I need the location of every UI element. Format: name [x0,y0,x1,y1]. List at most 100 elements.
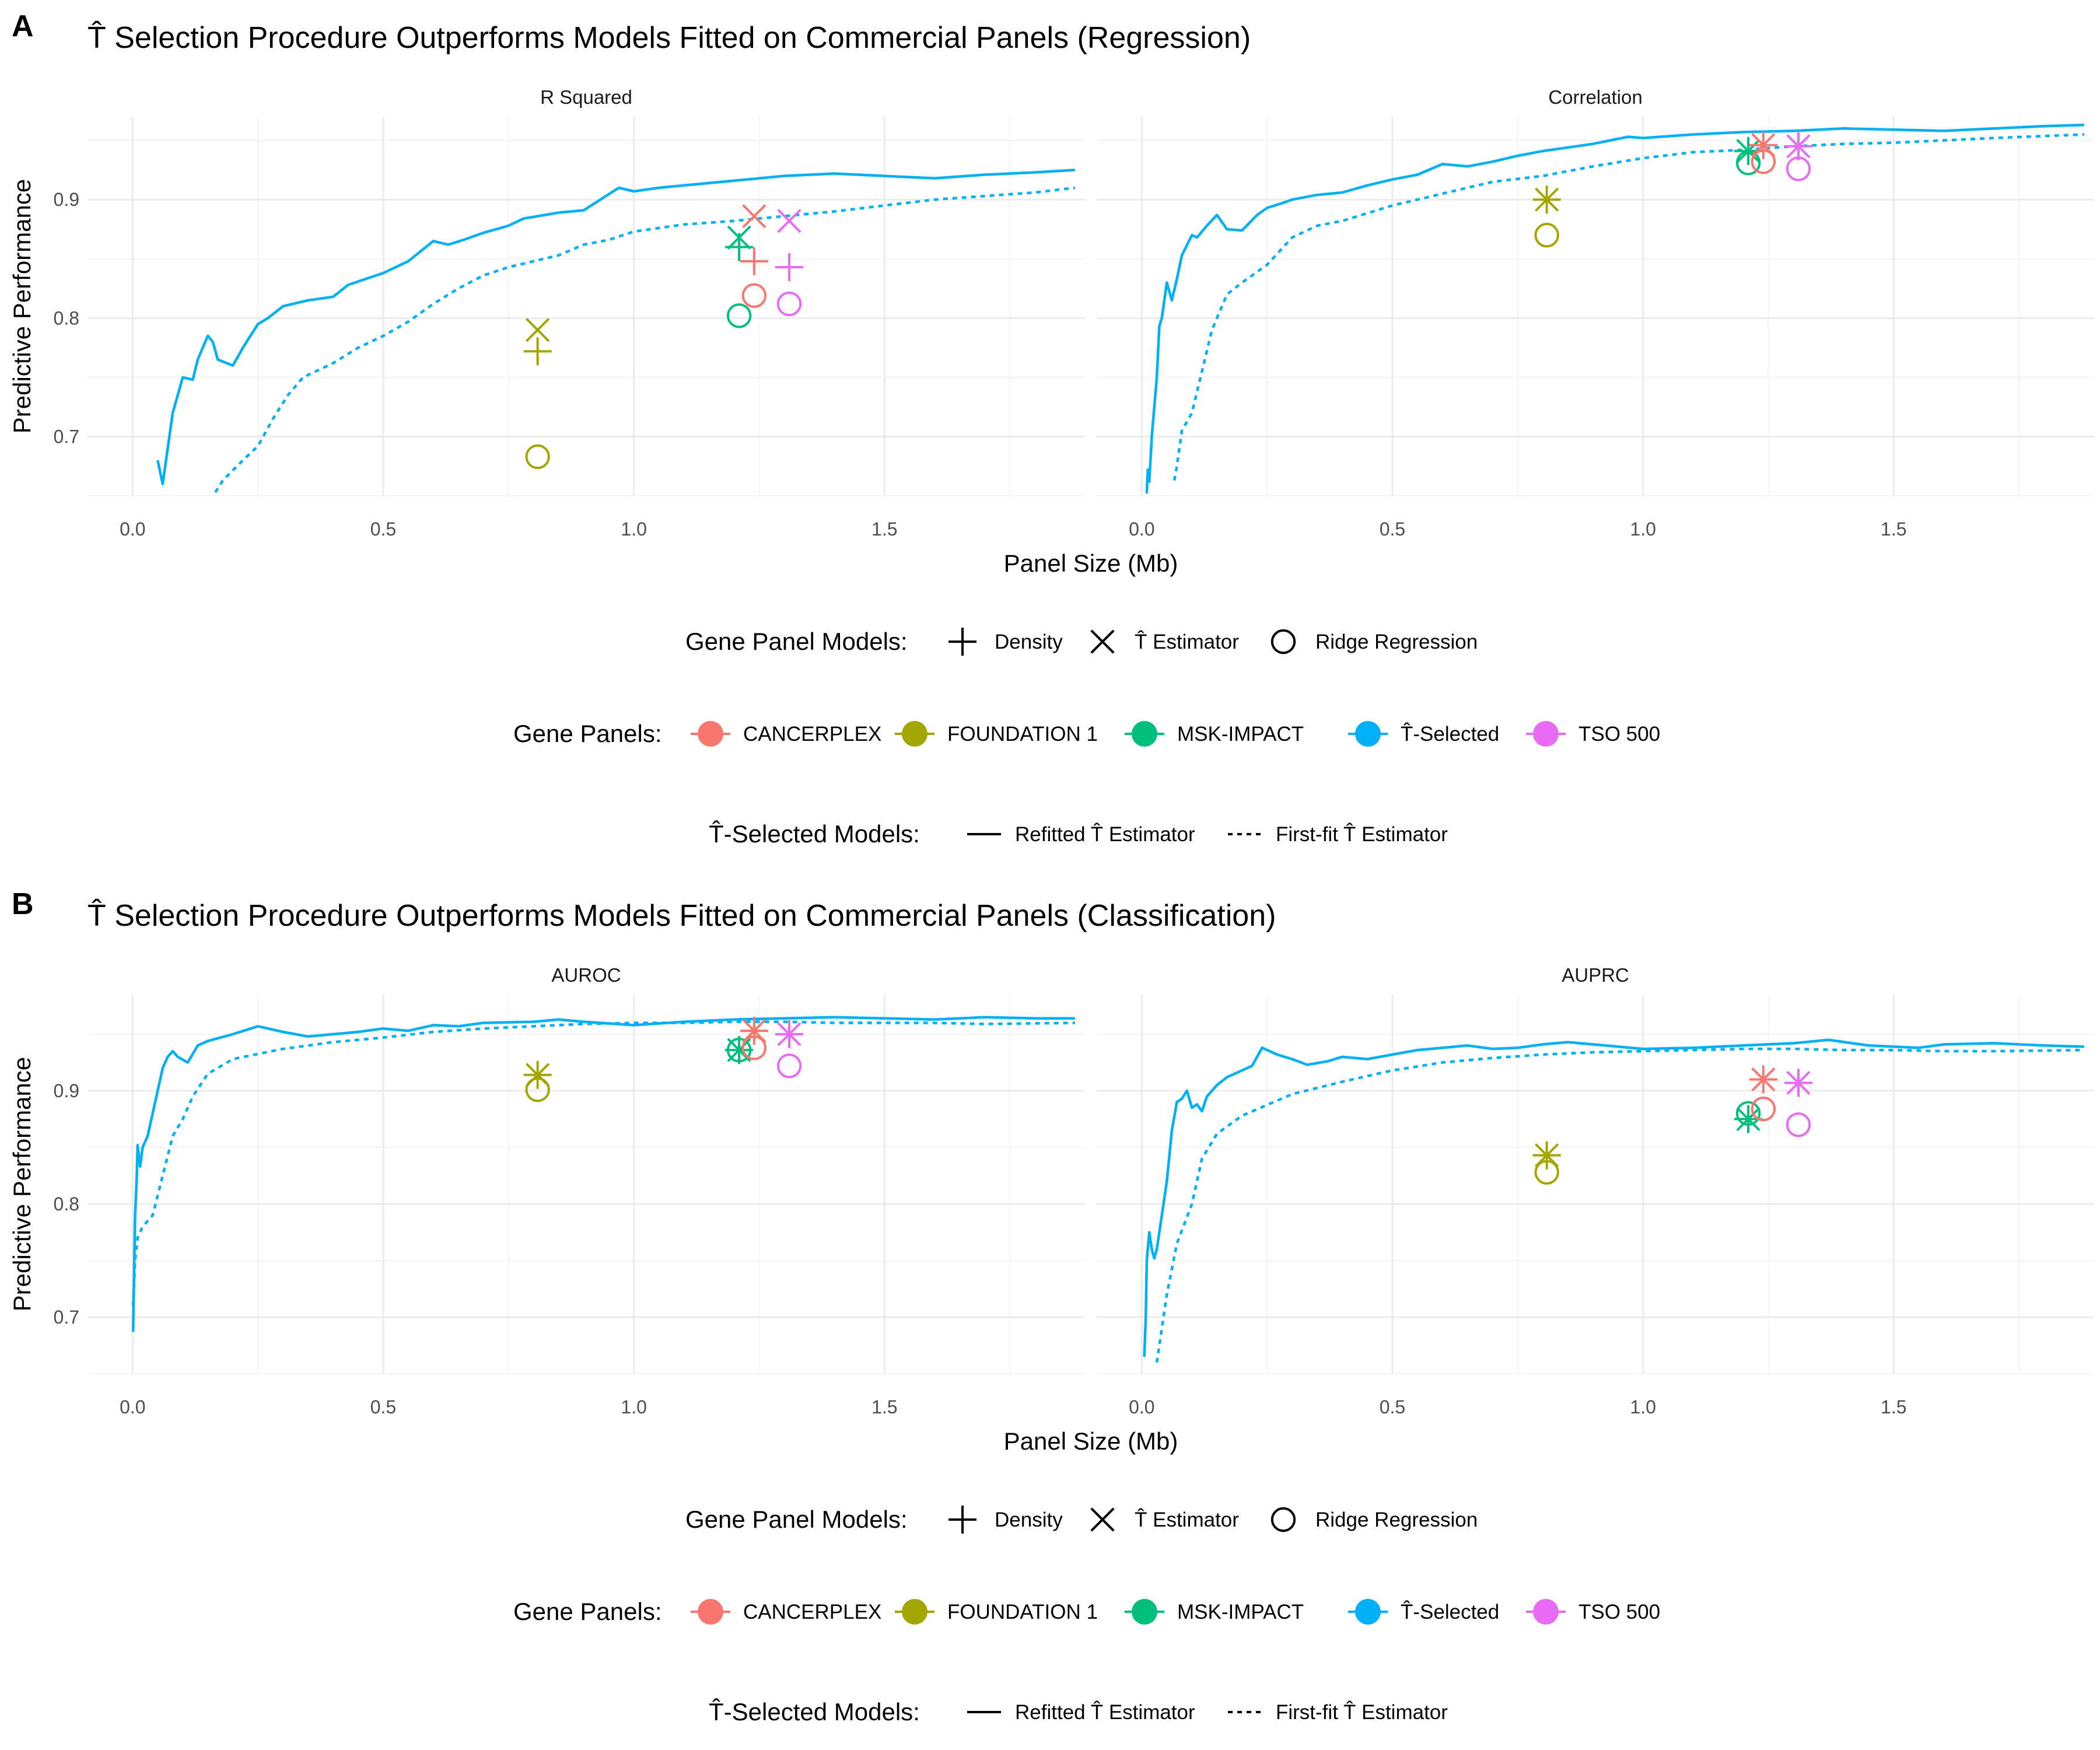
marker-foundation-1-ridge-regression [525,1077,550,1102]
marker-msk-impact-ridge-regression [726,1037,752,1063]
marker-msk-impact-t-estimator [1736,1107,1760,1132]
series-line-solid [156,169,1075,485]
legend-key [1270,629,1296,654]
panel-tag: A [12,9,34,43]
legend-item-foundation-1: FOUNDATION 1 [895,1599,1098,1625]
x-tick-label: 0.5 [1380,519,1405,540]
x-tick-label: 0.0 [1129,1396,1154,1418]
legend-key-dot [902,1599,928,1625]
marker-msk-impact-ridge-regression [1735,1101,1761,1126]
legend: Gene Panel Models: Density T̂ Estimator Rid… [513,628,1660,848]
chart-title: T̂ Selection Procedure Outperforms Model… [88,20,1251,55]
legend-label: Refitted T̂ Estimator [1015,1700,1195,1724]
panel-tag: B [12,887,34,921]
figure-a: A T̂ Selection Procedure Outperforms Mode… [8,9,2094,848]
marker-shape [741,283,767,308]
marker-shape-b [777,1022,802,1046]
legend-title: Gene Panel Models: [685,628,908,655]
legend-item-tso-500: TSO 500 [1526,721,1660,747]
x-axis-label: Panel Size (Mb) [1004,1427,1178,1455]
x-tick-label: 1.0 [1630,1396,1656,1418]
legend-item-ridge-regression: Ridge Regression [1270,1507,1478,1532]
series-line-solid [1143,1038,2084,1357]
x-tick-label: 1.0 [621,1396,646,1418]
y-tick-label: 0.9 [54,189,79,210]
legend-item-t-selected: T̂-Selected [1348,1599,1499,1625]
marker-shape-b [526,318,550,342]
marker-shape-b [1535,187,1559,212]
legend-t-selected-models: T̂-Selected Models: Refitted T̂ Estimator… [709,820,1448,848]
x-axis-label: Panel Size (Mb) [1004,550,1178,577]
x-tick-label: 0.5 [370,1396,396,1418]
facet-r-squared: R Squared 0.0 0.5 1.0 1.5 0.7 0.8 0.9 [54,86,1085,540]
legend-item-density: Density [949,1506,1063,1534]
legend-item-foundation-1: FOUNDATION 1 [895,721,1098,747]
legend-gene-panel-models: Gene Panel Models: Density T̂ Estimator Rid… [685,628,1478,656]
legend-key-dot [1132,721,1157,747]
strip-label: AUPRC [1562,964,1629,986]
legend-gene-panels: Gene Panels: CANCERPLEX FOUNDATION 1 MSK-IM… [513,1598,1660,1625]
marker-shape [741,1035,767,1060]
marker-shape-b [742,204,766,229]
x-tick-label: 1.5 [872,1396,897,1418]
marker-shape [726,1037,752,1063]
marker-shape [1751,1096,1776,1122]
legend-item-cancerplex: CANCERPLEX [691,721,881,747]
marker-tso-500-ridge-regression [1786,1112,1811,1138]
legend-title: Gene Panels: [513,1598,662,1625]
marker-msk-impact-t-estimator [727,225,751,250]
legend-key [1270,1507,1296,1532]
legend-item-t-estimator: T̂ Estimator [1090,1507,1239,1532]
marker-tso-500-t-estimator [777,1022,802,1046]
legend-key-dot [1533,721,1559,747]
marker-cancerplex-ridge-regression [741,1035,767,1060]
legend-label: First-fit T̂ Estimator [1276,822,1448,846]
marker-shape [726,303,752,328]
legend-label: Refitted T̂ Estimator [1015,822,1195,846]
marker-tso-500-density [775,253,804,281]
legend-item-t-estimator: T̂ Estimator [1090,629,1239,654]
marker-cancerplex-ridge-regression [1751,1096,1776,1122]
legend-label: First-fit T̂ Estimator [1276,1700,1448,1724]
y-axis-label: Predictive Performance [8,179,36,434]
legend-item-cancerplex: CANCERPLEX [691,1599,881,1625]
series-line-dashed [214,186,1076,494]
marker-shape-b [777,209,802,233]
marker-foundation-1-t-estimator [526,318,550,342]
legend-item-msk-impact: MSK-IMPACT [1125,1599,1304,1625]
legend-key-dot [698,1599,723,1625]
series-line-solid [1145,123,2084,494]
legend-title: Gene Panel Models: [685,1506,908,1533]
marker-tso-500-ridge-regression [776,1054,802,1079]
marker-shape [1751,149,1776,174]
legend-item-refitted-t-estimator: Refitted T̂ Estimator [967,822,1195,846]
strip-label: Correlation [1548,86,1642,108]
legend-gene-panel-models: Gene Panel Models: Density T̂ Estimator Rid… [685,1506,1478,1534]
marker-shape-b [1786,1070,1811,1095]
marker-shape [1534,222,1559,248]
legend-label: CANCERPLEX [743,1601,881,1623]
legend-label: FOUNDATION 1 [947,1601,1098,1623]
marker-shape [525,1077,550,1102]
legend-key-dot [902,721,928,747]
legend-label: Density [995,631,1063,653]
marker-cancerplex-t-estimator [742,204,766,229]
legend-item-t-selected: T̂-Selected [1348,721,1499,747]
legend-gene-panels: Gene Panels: CANCERPLEX FOUNDATION 1 MSK-IM… [513,720,1660,747]
legend-label: T̂ Estimator [1135,630,1239,653]
marker-tso-500-ridge-regression [776,291,802,317]
marker-foundation-1-ridge-regression [525,444,550,470]
legend-key-b [1090,629,1115,654]
legend-item-tso-500: TSO 500 [1526,1599,1660,1625]
legend-title: Gene Panels: [513,720,662,747]
legend-key-b [1090,1507,1115,1532]
marker-shape [1786,1112,1811,1138]
marker-shape-b [1786,134,1811,159]
marker-shape [1735,1101,1761,1126]
marker-cancerplex-density [740,247,768,275]
y-axis-label: Predictive Performance [8,1057,36,1312]
series-line-dashed [131,1020,1075,1306]
legend-t-selected-models: T̂-Selected Models: Refitted T̂ Estimator… [709,1698,1448,1726]
strip-label: AUROC [551,964,621,986]
